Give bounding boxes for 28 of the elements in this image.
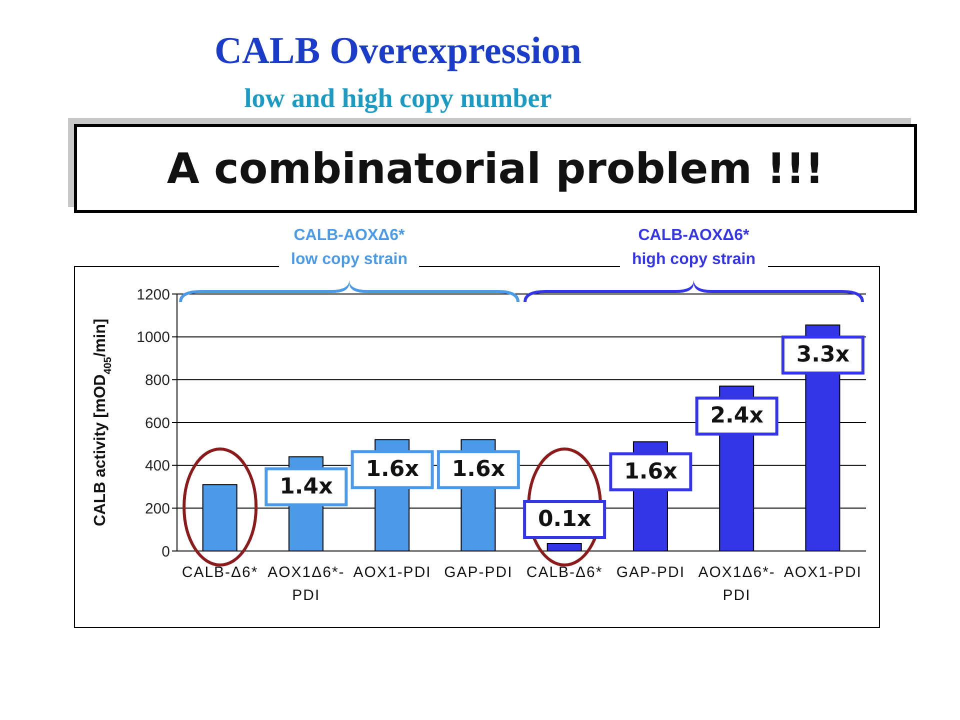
x-tick-label: GAP-PDI (616, 564, 686, 581)
x-tick-label: CALB-Δ6* (526, 564, 603, 581)
chart-title: CALB Overexpression (214, 29, 582, 74)
chart-subtitle: low and high copy number (243, 82, 553, 114)
annotation: 1.6x (452, 457, 506, 482)
y-tick-label: 0 (162, 543, 170, 560)
x-tick-label: GAP-PDI (444, 564, 513, 581)
annotation: 1.4x (280, 474, 333, 500)
x-tick-label: AOX1-PDI (784, 564, 862, 581)
annotation: 1.6x (624, 459, 678, 484)
annotation: 1.6x (366, 457, 419, 482)
annotation: 0.1x (538, 507, 592, 532)
x-tick-label: AOX1Δ6*-PDI (268, 564, 345, 604)
annotation: 3.3x (796, 342, 850, 368)
y-tick-label: 800 (144, 372, 170, 389)
y-tick-label: 400 (144, 458, 170, 475)
y-tick-label: 1200 (136, 286, 170, 304)
annotation: 2.4x (710, 404, 764, 429)
x-tick-label: AOX1-PDI (353, 564, 432, 581)
y-tick-label: 200 (144, 500, 170, 518)
text: CALB-AOXΔ6* low copy strain (279, 224, 420, 272)
y-tick-label: 600 (144, 414, 170, 432)
text: CALB-AOXΔ6* high copy strain (620, 224, 768, 272)
x-tick-label: AOX1Δ6*-PDI (698, 564, 776, 604)
text: A combinatorial problem !!! (74, 124, 917, 213)
bar (546, 543, 582, 551)
x-tick-label: CALB-Δ6* (182, 564, 258, 581)
y-tick-label: 1000 (136, 329, 170, 346)
